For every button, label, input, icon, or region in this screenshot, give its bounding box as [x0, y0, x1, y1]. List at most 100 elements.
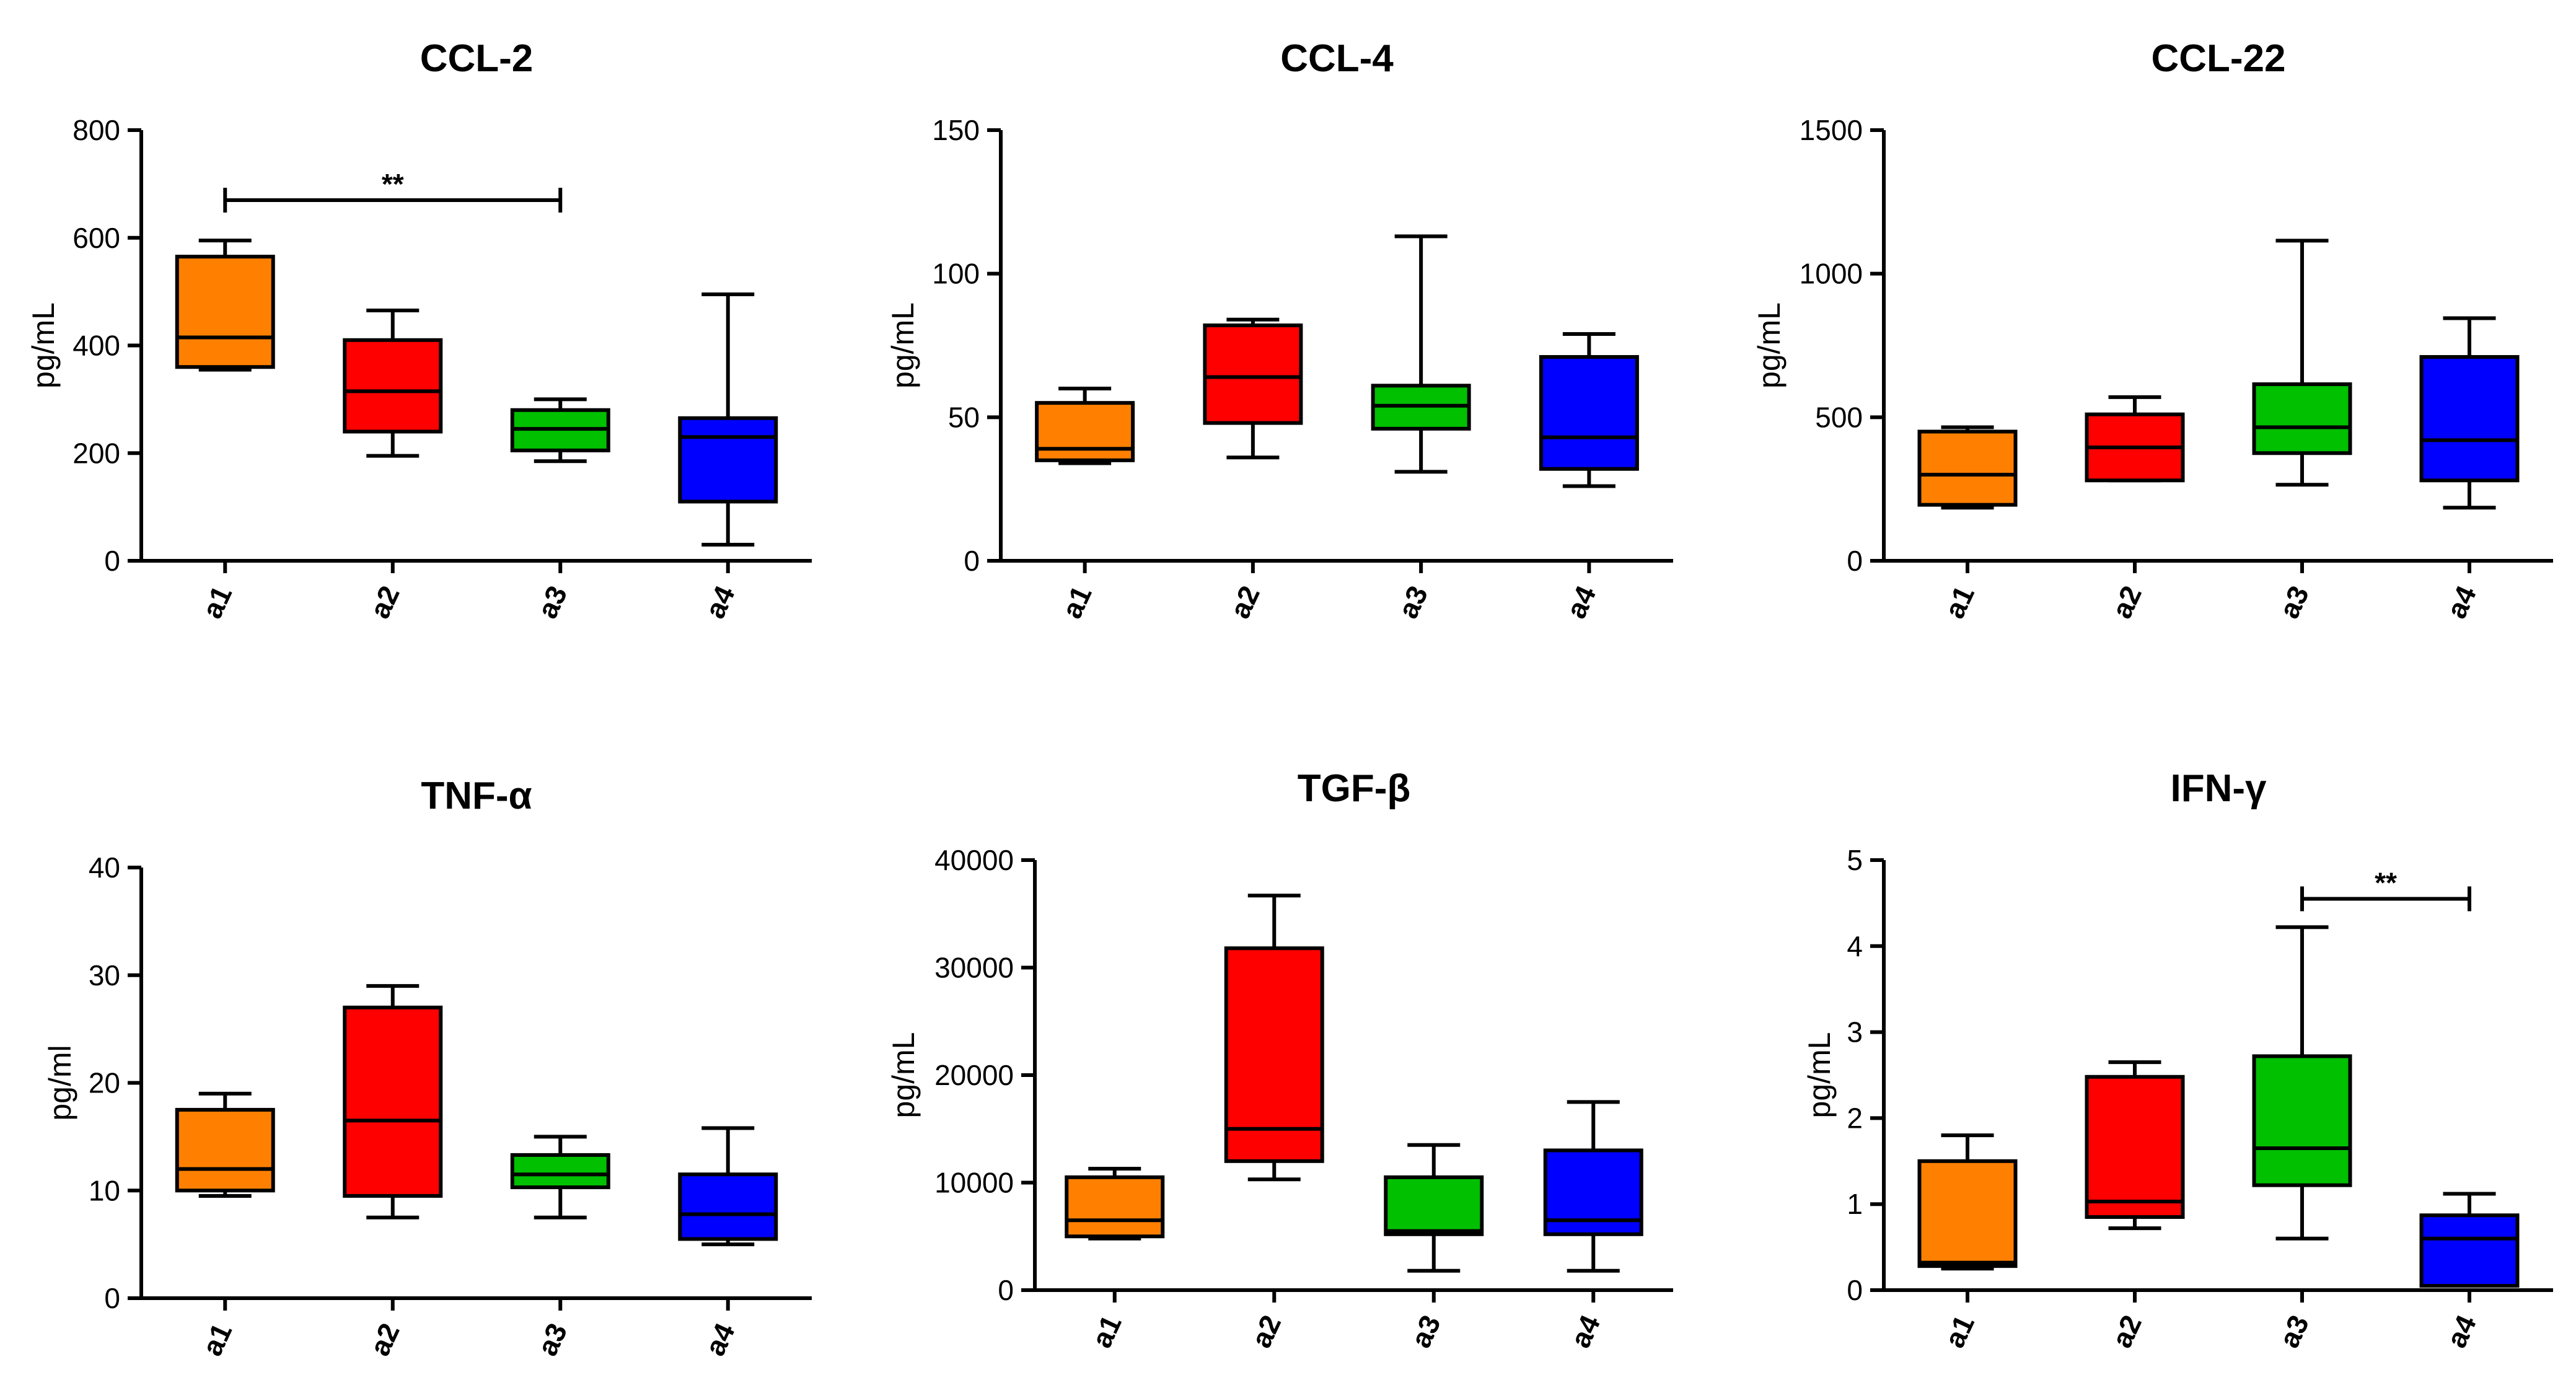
box-a1 — [1917, 425, 2018, 510]
box-a3 — [2252, 925, 2352, 1241]
x-tick-label: a4 — [2440, 1310, 2482, 1353]
box-a4 — [678, 292, 778, 547]
chart-title: TGF-β — [1298, 767, 1410, 810]
x-tick-label: a4 — [698, 581, 741, 623]
box-rect — [175, 255, 275, 369]
chart-panel-1: CCL-2 0 200 400 600 800 pg/mL a1 a2 a3 a4 ** — [26, 37, 812, 623]
box-a4 — [1539, 332, 1639, 488]
box-a2 — [343, 309, 443, 458]
x-tick-label: a1 — [1085, 1310, 1128, 1352]
box-a2 — [1203, 317, 1303, 460]
x-tick-label: a2 — [2105, 1310, 2148, 1352]
x-tick-label: a1 — [196, 581, 239, 623]
y-tick-label: 0 — [998, 1274, 1014, 1306]
y-tick-label: 800 — [73, 114, 120, 146]
box-a1 — [1917, 1133, 2018, 1271]
box-rect — [678, 416, 778, 504]
y-tick-label: 0 — [1847, 545, 1863, 577]
chart-title: IFN-γ — [2171, 767, 2267, 810]
box-a1 — [175, 1091, 275, 1198]
y-tick-label: 150 — [932, 114, 980, 146]
y-tick-label: 4 — [1847, 930, 1863, 962]
y-tick-label: 30000 — [934, 952, 1014, 984]
x-tick-label: a3 — [2272, 581, 2315, 623]
x-tick-label: a2 — [363, 581, 406, 623]
y-tick-label: 5 — [1847, 844, 1863, 876]
box-rect — [2419, 355, 2520, 483]
y-tick-label: 200 — [73, 437, 120, 469]
x-tick-label: a3 — [1391, 581, 1434, 623]
box-a3 — [510, 397, 610, 464]
box-rect — [1539, 355, 1639, 471]
chart-panel-6: IFN-γ 0 1 2 3 4 5 pg/mL a1 a2 a3 a4 ** — [1802, 767, 2553, 1353]
chart-panel-5: TGF-β 0 10000 20000 30000 40000 pg/mL a1 a2 a3 a4 — [886, 767, 1673, 1353]
box-a4 — [678, 1126, 778, 1247]
y-tick-label: 50 — [948, 401, 980, 433]
chart-panel-3: CCL-22 0 500 1000 1500 pg/mL a1 a2 a3 a4 — [1752, 37, 2553, 623]
box-rect — [2085, 1074, 2185, 1219]
chart-title: TNF-α — [421, 775, 532, 817]
x-tick-label: a2 — [2105, 581, 2148, 623]
chart-title: CCL-22 — [2151, 37, 2285, 80]
y-tick-label: 0 — [104, 1282, 120, 1314]
box-rect — [2419, 1213, 2520, 1288]
y-tick-label: 10000 — [934, 1167, 1014, 1199]
y-tick-label: 0 — [104, 545, 120, 577]
significance-label: ** — [2375, 866, 2397, 899]
box-a2 — [343, 984, 443, 1219]
x-tick-label: a1 — [1055, 581, 1098, 623]
y-tick-label: 1000 — [1800, 258, 1863, 290]
box-rect — [678, 1172, 778, 1241]
x-tick-label: a3 — [531, 581, 574, 623]
y-tick-label: 2 — [1847, 1102, 1863, 1134]
box-a4 — [2419, 1192, 2520, 1288]
x-tick-label: a4 — [698, 1318, 741, 1361]
box-a2 — [2085, 1060, 2185, 1231]
box-a2 — [2085, 395, 2185, 483]
y-axis-label: pg/mL — [26, 302, 61, 389]
chart-panel-4: TNF-α 0 10 20 30 40 pg/ml a1 a2 a3 a4 — [43, 775, 812, 1361]
y-axis-label: pg/mL — [1752, 302, 1787, 389]
box-a3 — [1384, 1143, 1484, 1273]
x-tick-label: a4 — [1564, 1310, 1607, 1353]
box-rect — [1035, 401, 1135, 462]
box-rect — [510, 1153, 610, 1190]
x-tick-label: a1 — [1938, 581, 1980, 623]
box-rect — [343, 1005, 443, 1198]
y-tick-label: 30 — [89, 959, 120, 991]
x-tick-label: a4 — [1560, 581, 1602, 623]
box-rect — [175, 1107, 275, 1193]
significance-label: ** — [382, 168, 404, 200]
box-a3 — [510, 1135, 610, 1219]
y-tick-label: 20000 — [934, 1059, 1014, 1091]
y-tick-label: 40 — [89, 851, 120, 884]
box-rect — [1917, 1159, 2018, 1268]
box-a3 — [1371, 234, 1471, 474]
box-rect — [2252, 1054, 2352, 1187]
x-tick-label: a2 — [1223, 581, 1266, 623]
y-axis-label: pg/mL — [886, 302, 920, 389]
y-axis-label: pg/mL — [886, 1032, 921, 1118]
y-tick-label: 20 — [89, 1067, 120, 1099]
y-tick-label: 3 — [1847, 1016, 1863, 1048]
significance-bracket — [2300, 886, 2471, 912]
box-a3 — [2252, 239, 2352, 487]
chart-title: CCL-4 — [1280, 37, 1394, 80]
chart-panel-2: CCL-4 0 50 100 150 pg/mL a1 a2 a3 a4 — [886, 37, 1673, 623]
box-a1 — [1065, 1166, 1165, 1241]
y-tick-label: 1 — [1847, 1188, 1863, 1220]
x-tick-label: a1 — [196, 1318, 239, 1360]
x-tick-label: a3 — [531, 1318, 574, 1360]
box-rect — [2252, 382, 2352, 455]
y-tick-label: 1500 — [1800, 114, 1863, 146]
y-tick-label: 500 — [1815, 401, 1863, 433]
y-axis-label: pg/ml — [43, 1045, 77, 1120]
chart-title: CCL-2 — [420, 37, 534, 80]
box-a4 — [2419, 316, 2520, 510]
y-axis-label: pg/mL — [1802, 1032, 1837, 1118]
box-a1 — [1035, 387, 1135, 465]
y-tick-label: 10 — [89, 1174, 120, 1206]
box-rect — [1224, 946, 1324, 1163]
y-tick-label: 600 — [73, 222, 120, 254]
box-rect — [343, 338, 443, 434]
